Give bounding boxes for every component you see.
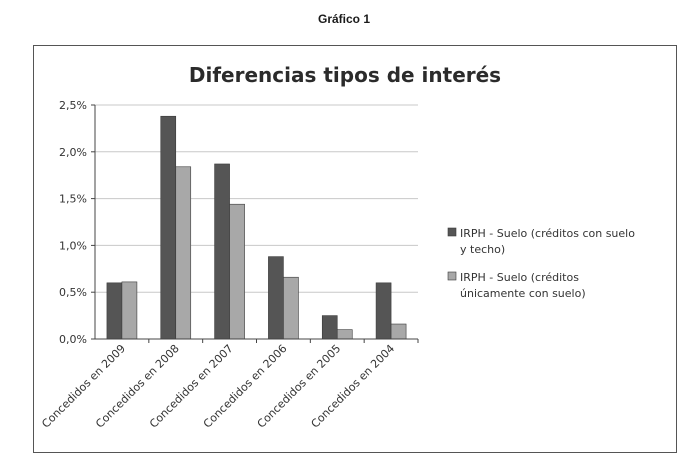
bar-series-1 [214, 163, 230, 340]
chart-title: Diferencias tipos de interés [189, 63, 501, 87]
y-tick-label: 2,5% [59, 99, 87, 112]
y-tick-label: 0,5% [59, 286, 87, 299]
bars-layer [106, 115, 407, 340]
page-caption: Gráfico 1 [317, 12, 371, 26]
bar-series-1 [268, 256, 284, 340]
y-tick-label: 0,0% [59, 333, 87, 346]
bar-series-2 [121, 281, 138, 340]
bar-series-2 [390, 323, 407, 340]
legend-label-series-2: IRPH - Suelo (créditos [460, 271, 579, 284]
legend: IRPH - Suelo (créditos con suelo y techo)… [447, 227, 635, 300]
bar-series-1 [106, 282, 123, 340]
bar-series-1 [160, 115, 177, 340]
bar-series-2 [336, 329, 353, 340]
grid-layer [95, 104, 418, 293]
legend-label-series-2: únicamente con suelo) [460, 287, 586, 300]
bar-series-2 [175, 166, 192, 340]
y-tick-label: 1,5% [59, 193, 87, 206]
bar-series-2 [229, 203, 245, 340]
legend-label-series-1: y techo) [460, 243, 505, 256]
legend-swatch-series-1 [447, 227, 457, 237]
bar-series-2 [283, 276, 299, 340]
y-tick-label: 1,0% [59, 239, 87, 252]
legend-label-series-1: IRPH - Suelo (créditos con suelo [460, 227, 635, 240]
y-tick-label: 2,0% [59, 146, 87, 159]
chart-frame [33, 45, 677, 453]
bar-series-1 [375, 282, 392, 340]
legend-swatch-series-2 [447, 271, 457, 281]
bar-series-1 [321, 315, 338, 340]
